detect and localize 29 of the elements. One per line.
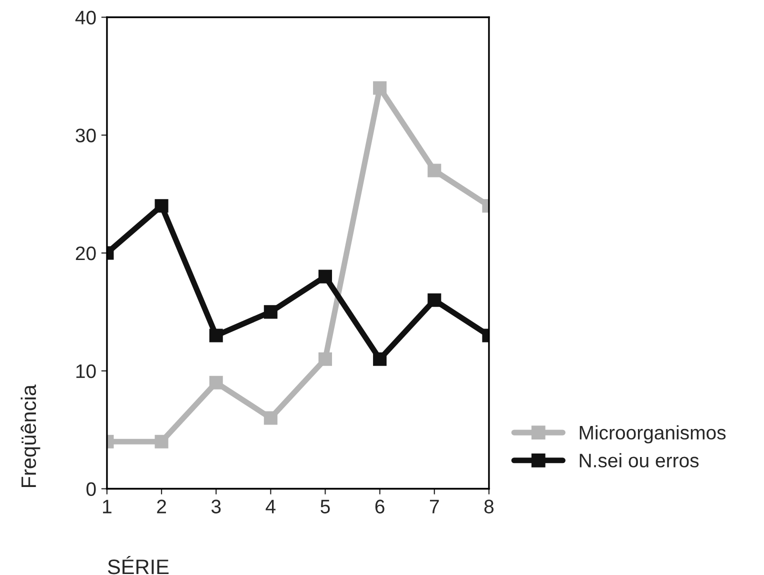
point	[318, 352, 332, 366]
point	[373, 81, 387, 95]
point	[373, 352, 387, 366]
x-tick-label: 2	[157, 500, 166, 514]
point	[154, 434, 168, 448]
x-tick-label: 1	[103, 500, 112, 514]
y-tick-label: 30	[76, 128, 96, 142]
y-tick-label: 40	[75, 10, 96, 24]
y-tick-label: 0	[86, 482, 96, 496]
point	[428, 293, 442, 307]
y-axis-title: Freqüência	[20, 384, 40, 488]
x-tick-label: 4	[266, 500, 276, 514]
legend-label: N.sei ou erros	[580, 453, 699, 468]
point	[428, 164, 442, 178]
point	[209, 376, 223, 390]
x-axis-title: SÉRIE	[108, 556, 169, 574]
x-tick-label: 7	[430, 500, 439, 514]
x-tick-label: 8	[484, 500, 494, 514]
point	[154, 199, 168, 213]
x-tick-label: 3	[211, 500, 221, 514]
y-tick-label: 10	[76, 364, 96, 378]
point	[264, 411, 278, 425]
point	[209, 328, 223, 342]
legend-label: Microorganismos	[580, 425, 726, 444]
x-tick-label: 6	[375, 500, 384, 514]
x-tick-label: 5	[320, 500, 330, 514]
point	[264, 305, 278, 319]
y-tick-label: 20	[76, 246, 96, 260]
point	[318, 270, 332, 284]
